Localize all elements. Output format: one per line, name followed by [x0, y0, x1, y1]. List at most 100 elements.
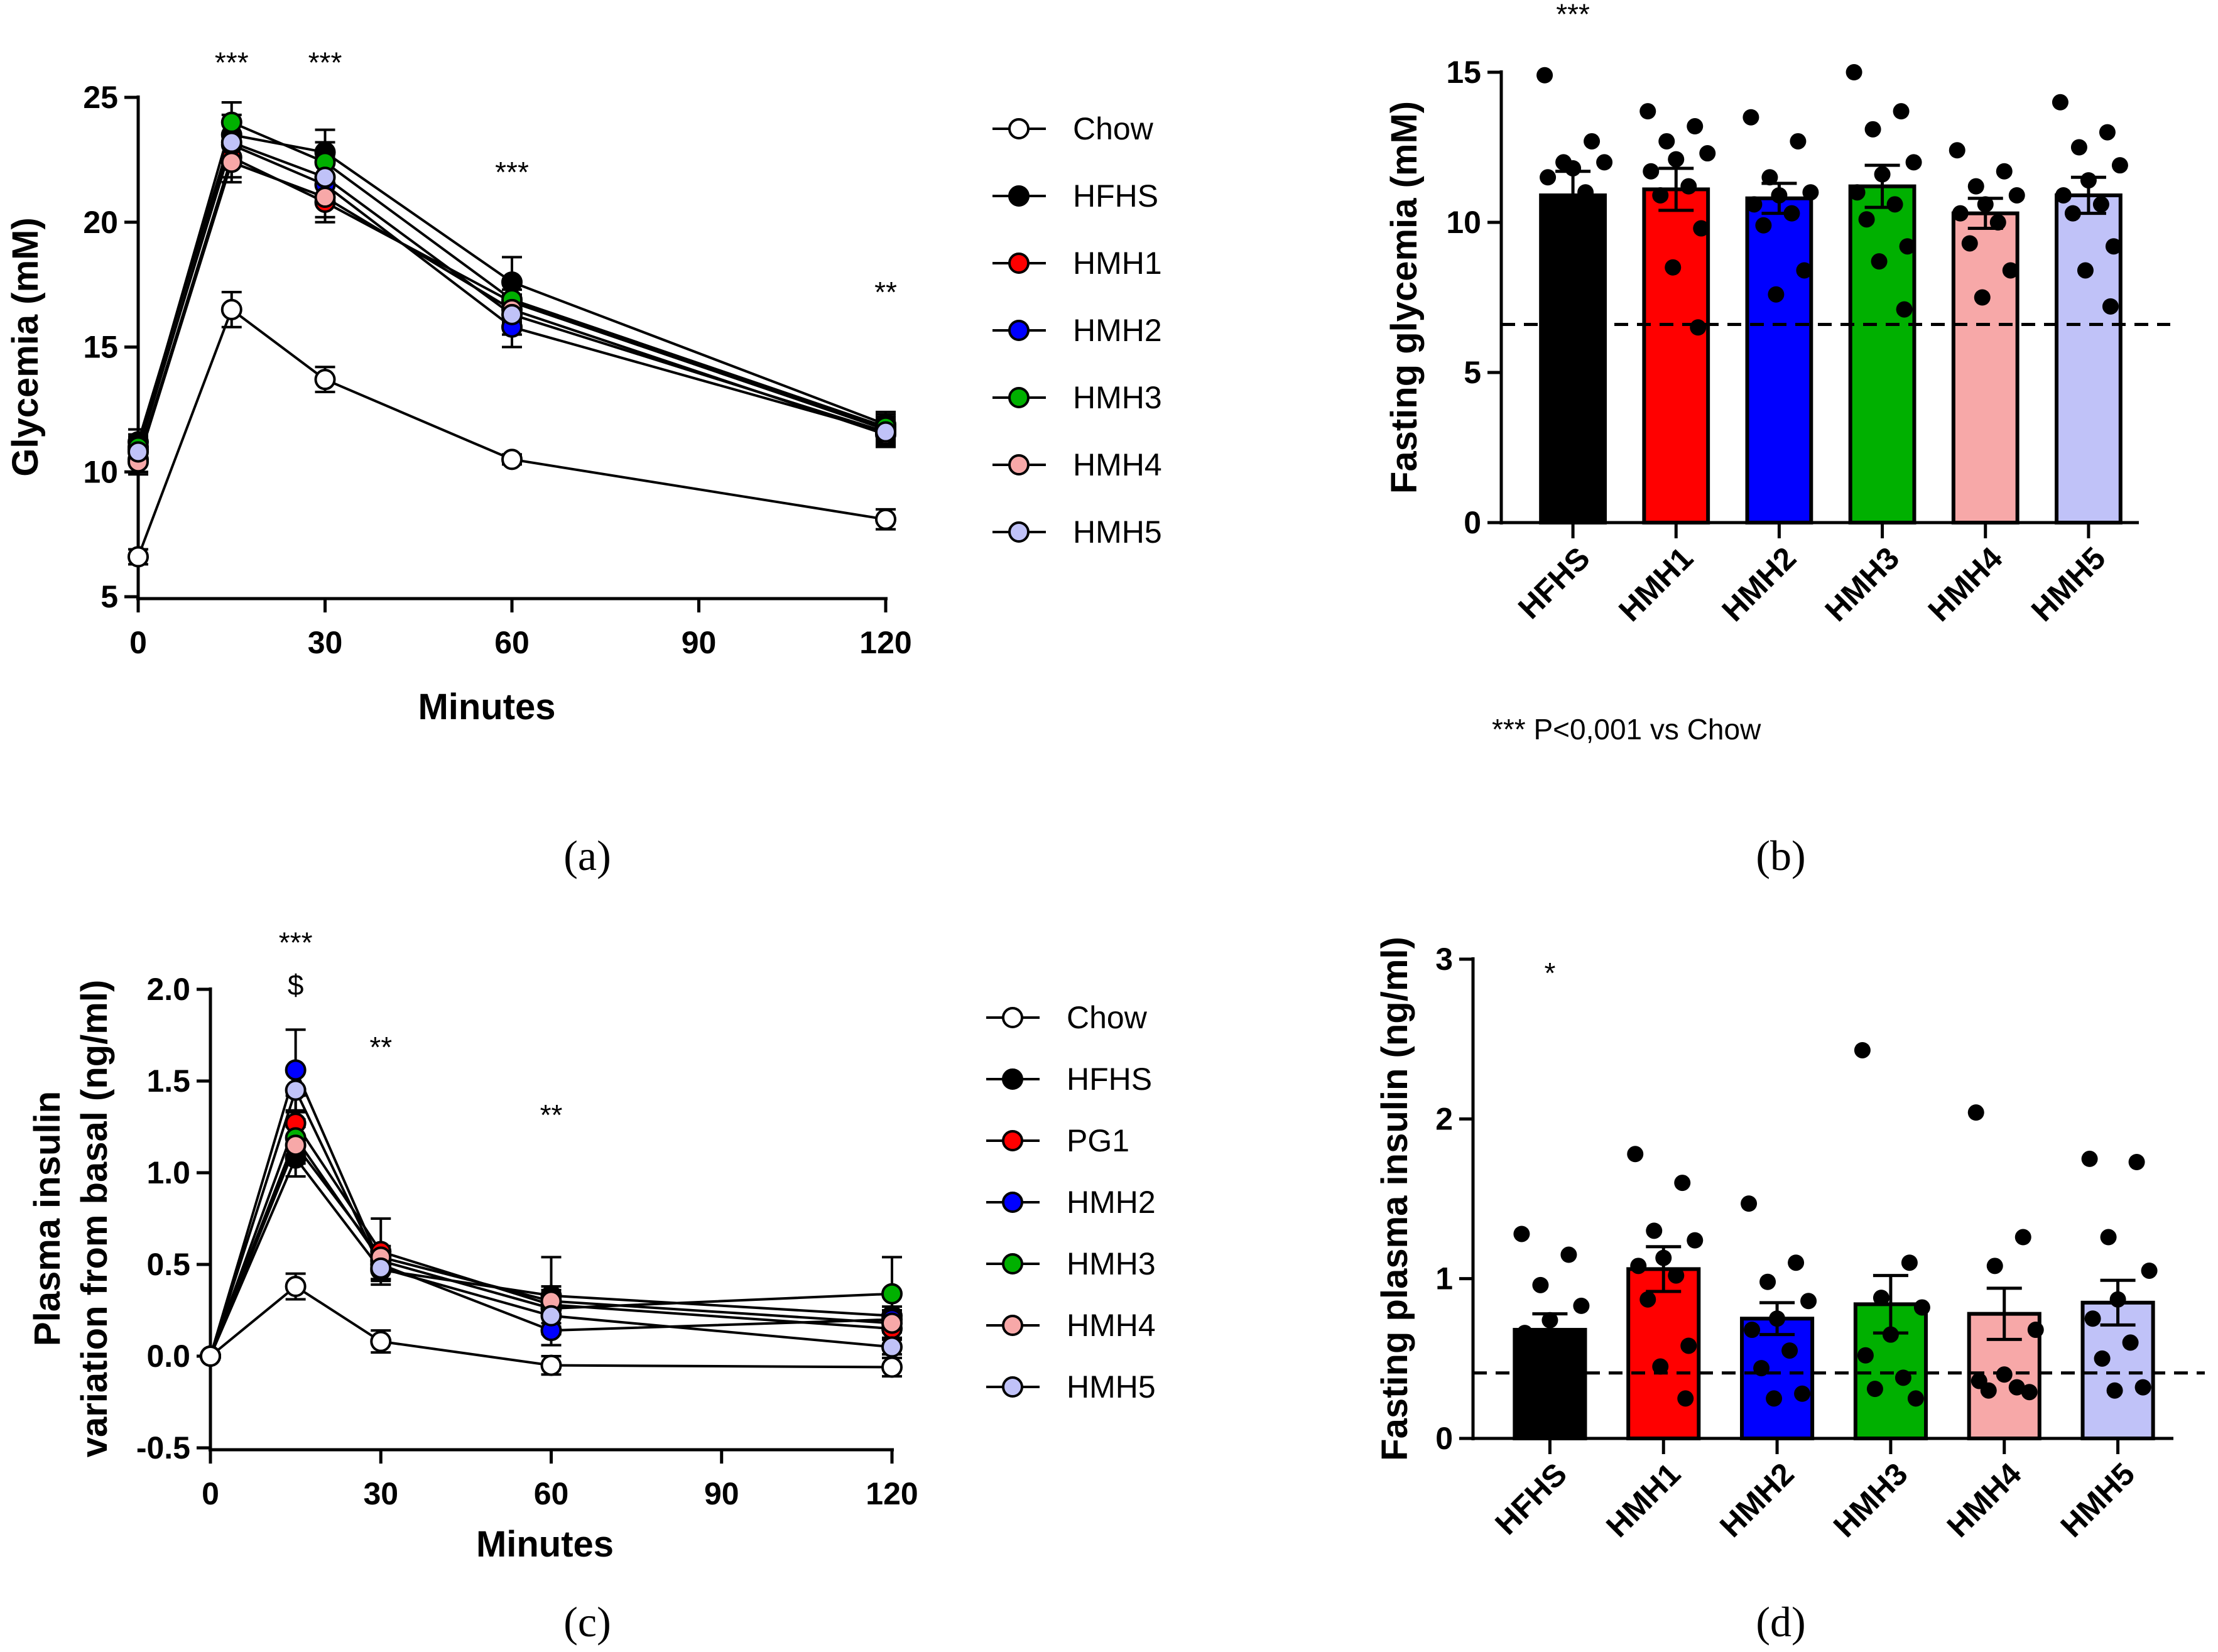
individual-point-hmh1	[1690, 319, 1707, 336]
data-point-hmh4	[314, 187, 336, 208]
individual-point-hmh2	[1781, 1342, 1798, 1359]
legend-label-chow: Chow	[1073, 111, 1154, 146]
bar-hmh1	[1642, 187, 1710, 525]
legend-label-pg1: PG1	[1067, 1123, 1129, 1158]
panel-label-b: (b)	[1756, 832, 1805, 879]
y-tick-label: 2.0	[146, 972, 190, 1007]
individual-point-hmh1	[1687, 1232, 1704, 1249]
x-tick-label-hmh3: HMH3	[1818, 540, 1906, 628]
individual-point-hmh1	[1627, 1146, 1644, 1163]
individual-point-hmh2	[1742, 109, 1759, 126]
individual-point-hmh5	[2111, 157, 2128, 174]
legend-marker-hmh5	[1008, 521, 1030, 543]
individual-point-hfhs	[1554, 1334, 1571, 1351]
x-tick-label-hmh2: HMH2	[1713, 1456, 1801, 1544]
data-point-hmh5	[501, 303, 523, 325]
legend-label-hmh2: HMH2	[1067, 1185, 1156, 1220]
legend-label-hmh2: HMH2	[1073, 313, 1162, 348]
x-tick-label-hmh5: HMH5	[2054, 1456, 2142, 1544]
individual-point-hmh2	[1744, 1322, 1761, 1339]
panel-label-a: (a)	[563, 832, 611, 879]
individual-point-hfhs	[1549, 199, 1566, 216]
x-tick-label: 60	[494, 625, 530, 660]
individual-point-hmh5	[2105, 238, 2122, 255]
legend-marker-hmh2	[1002, 1192, 1023, 1213]
data-point-chow	[128, 546, 149, 568]
individual-point-hmh1	[1687, 118, 1704, 135]
significance-marker: ***	[215, 46, 249, 79]
data-point-hmh5	[220, 131, 242, 153]
legend-label-hmh3: HMH3	[1073, 380, 1162, 415]
individual-point-hmh5	[2052, 94, 2069, 111]
bar-hmh2	[1745, 196, 1813, 524]
y-tick-label: 10	[83, 454, 118, 489]
y-axis-title-line: Plasma insulin	[27, 1091, 68, 1346]
data-point-chow	[501, 448, 523, 470]
individual-point-hmh1	[1668, 1267, 1685, 1284]
y-axis-title-line: variation from basal (ng/ml)	[74, 980, 115, 1458]
data-point-hmh3	[220, 111, 242, 133]
x-tick-label: 0	[129, 625, 147, 660]
y-tick-label: 20	[83, 205, 118, 240]
individual-point-hmh3	[1899, 238, 1916, 255]
individual-point-hmh1	[1699, 145, 1716, 162]
individual-point-hmh3	[1873, 1290, 1889, 1307]
y-tick-label: 25	[83, 80, 118, 115]
individual-point-hmh3	[1871, 253, 1888, 270]
individual-point-hmh4	[1996, 163, 2013, 180]
individual-point-hmh1	[1652, 187, 1669, 204]
x-tick-label-hmh3: HMH3	[1827, 1456, 1915, 1544]
individual-point-hmh5	[2141, 1262, 2158, 1279]
individual-point-hmh4	[1961, 235, 1978, 252]
legend-marker-hfhs	[1008, 185, 1030, 207]
legend-marker-hmh4	[1002, 1315, 1023, 1336]
x-tick-label: 90	[682, 625, 717, 660]
individual-point-hfhs	[1596, 154, 1613, 171]
individual-point-hmh4	[1986, 1258, 2003, 1274]
individual-point-hmh2	[1761, 169, 1778, 186]
x-tick-label: 30	[363, 1476, 398, 1511]
bar-hmh2	[1740, 1317, 1815, 1440]
individual-point-hmh2	[1741, 1195, 1758, 1212]
individual-point-hmh4	[1949, 142, 1965, 159]
individual-point-hmh1	[1680, 1337, 1697, 1354]
data-point-chow	[540, 1354, 562, 1376]
individual-point-hmh4	[2027, 1322, 2044, 1339]
individual-point-hmh3	[1858, 211, 1875, 228]
individual-point-hmh5	[2055, 187, 2072, 204]
individual-point-hmh4	[1967, 1104, 1984, 1121]
data-point-chow	[285, 1276, 307, 1298]
individual-point-hmh4	[2014, 1229, 2031, 1246]
individual-point-hmh3	[1886, 196, 1903, 213]
data-point-hmh5	[370, 1257, 392, 1279]
individual-point-hmh4	[2008, 187, 2025, 204]
individual-point-hmh3	[1913, 1299, 1930, 1316]
chart-c-plasma-insulin-variation: -0.5 0.0 0.5 1.0 1.5 2.0 0 30 60 90 120 Minutes Plas…	[27, 927, 1156, 1565]
legend-label-hmh5: HMH5	[1067, 1369, 1156, 1405]
individual-point-hmh5	[2134, 1379, 2151, 1396]
data-point-hmh5	[875, 421, 896, 443]
individual-point-hmh1	[1630, 1258, 1647, 1274]
individual-point-hmh1	[1665, 259, 1682, 276]
individual-point-hfhs	[1563, 1409, 1580, 1426]
individual-point-hmh3	[1893, 103, 1910, 120]
legend-label-hfhs: HFHS	[1073, 178, 1158, 214]
y-tick-label: 5	[101, 579, 118, 614]
individual-point-hmh4	[1952, 205, 1969, 222]
individual-point-hfhs	[1540, 169, 1557, 186]
individual-point-hmh5	[2084, 1310, 2101, 1327]
legend-marker-hmh1	[1008, 253, 1030, 274]
data-point-chow	[875, 508, 896, 530]
data-point-hmh3	[881, 1283, 903, 1305]
data-point-hmh4	[220, 151, 242, 173]
significance-marker: ***	[495, 156, 529, 188]
individual-point-hmh4	[1967, 178, 1984, 195]
data-point-chow	[200, 1345, 221, 1367]
individual-point-hmh2	[1766, 1390, 1783, 1407]
individual-point-hmh1	[1674, 1175, 1691, 1192]
x-tick-label-hfhs: HFHS	[1511, 540, 1597, 626]
individual-point-hmh5	[2102, 298, 2119, 315]
legend-label-chow: Chow	[1067, 1000, 1148, 1035]
individual-point-hmh1	[1646, 1222, 1663, 1239]
